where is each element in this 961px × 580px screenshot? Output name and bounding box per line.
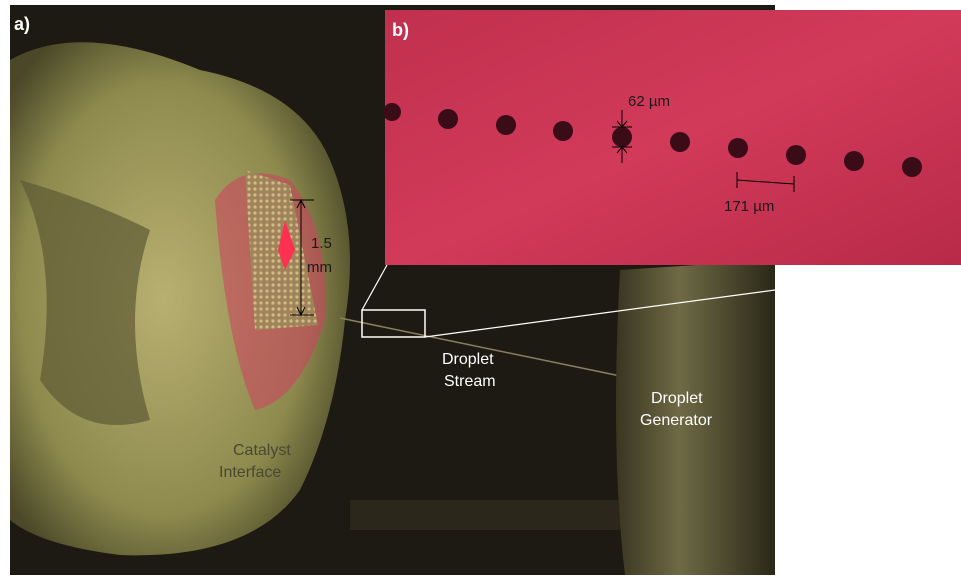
droplet (786, 145, 806, 165)
scale-label: 1.5 (311, 235, 332, 252)
droplet (496, 115, 516, 135)
scale-label: mm (307, 259, 332, 276)
droplet (670, 132, 690, 152)
droplet (612, 127, 632, 147)
droplet (553, 121, 573, 141)
figure: a) b) 1.5 mm 62 µm 171 µm Droplet Stream… (0, 0, 961, 575)
droplet (844, 151, 864, 171)
spacing-label: 171 µm (724, 198, 774, 215)
panel-label: a) (14, 14, 30, 34)
diameter-label: 62 µm (628, 93, 670, 110)
floor-reflection (350, 500, 620, 530)
catalyst-label: Interface (219, 464, 281, 481)
droplet (438, 109, 458, 129)
page: {"panel_a": {"label": "a)", "scale_label… (0, 0, 961, 575)
panel-label: b) (392, 20, 409, 40)
droplet (902, 157, 922, 177)
droplet (728, 138, 748, 158)
catalyst-label: Catalyst (233, 442, 291, 459)
generator-label: Droplet (651, 390, 703, 407)
stream-label: Stream (444, 373, 496, 390)
stream-label: Droplet (442, 351, 494, 368)
generator-label: Generator (640, 412, 713, 429)
droplet (383, 103, 401, 121)
